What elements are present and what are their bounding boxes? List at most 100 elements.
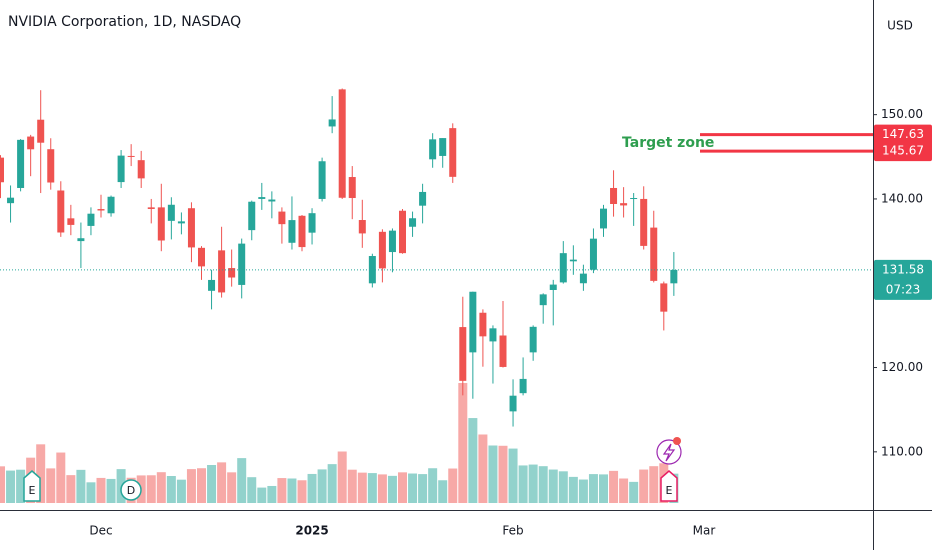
event-marker: E: [656, 437, 682, 502]
event-badge: [660, 470, 678, 502]
candle-body: [338, 89, 346, 198]
candle-body: [67, 218, 75, 225]
volume-bar: [166, 476, 176, 503]
candle-body: [228, 268, 236, 278]
candle-body: [630, 198, 638, 200]
volume-bar: [86, 482, 96, 503]
volume-bar: [146, 475, 156, 503]
candle-body: [198, 247, 205, 267]
lightning-icon: [662, 443, 676, 462]
candle-body: [298, 215, 306, 248]
volume-bar: [518, 465, 528, 503]
volume-bar: [508, 448, 518, 503]
candle-body: [208, 279, 216, 291]
candle-body: [399, 210, 406, 254]
y-tick-label: 120.00: [881, 360, 923, 374]
y-tick-label: 150.00: [881, 107, 923, 121]
volume-bar: [16, 469, 26, 503]
event-label: E: [29, 484, 36, 497]
candle-body: [429, 139, 437, 160]
candle-body: [97, 209, 105, 211]
candle-body: [127, 155, 135, 157]
last-price-box: [874, 259, 932, 300]
candle-body: [529, 326, 537, 353]
volume-bar: [247, 477, 257, 503]
volume-bar: [428, 468, 438, 503]
candle-body: [318, 161, 326, 199]
volume-bar: [207, 465, 217, 503]
volume-bar: [609, 470, 619, 503]
target-label-box: [874, 141, 932, 162]
volume-bar: [76, 469, 86, 503]
candle-body: [177, 221, 185, 224]
volume-bar: [357, 472, 367, 503]
candle-body: [459, 327, 467, 381]
volume-bar: [498, 445, 508, 503]
volume-bar: [186, 469, 196, 503]
candle-body: [107, 196, 115, 214]
volume-bar: [548, 469, 558, 503]
volume-bar: [387, 475, 397, 503]
candle-body: [388, 230, 396, 253]
volume-bar: [438, 480, 448, 503]
candle-body: [489, 328, 497, 342]
volume-bar: [106, 478, 116, 503]
x-tick-label: Feb: [502, 524, 523, 538]
volume-bar: [0, 466, 5, 503]
volume-bar: [96, 477, 106, 503]
candle-body: [37, 119, 45, 143]
volume-bar: [337, 451, 347, 503]
candle-body: [589, 238, 597, 270]
volume-bar: [46, 468, 56, 503]
volume-bar: [257, 487, 267, 503]
candle-body: [238, 243, 246, 285]
volume-bar: [619, 478, 629, 503]
volume-bar: [578, 479, 588, 503]
volume-bar: [56, 452, 66, 503]
candle-body: [167, 204, 175, 221]
last-price-label: 131.58: [882, 262, 924, 276]
volume-bar: [528, 464, 538, 503]
candle-body: [137, 160, 145, 179]
candle-body: [469, 291, 477, 353]
candle-body: [0, 157, 4, 183]
candle-body: [499, 335, 507, 367]
candle-body: [409, 218, 417, 227]
volume-bar: [6, 470, 16, 503]
candle-body: [77, 238, 85, 242]
candle-body: [268, 199, 276, 202]
volume-bar: [197, 468, 206, 503]
candle-body: [479, 312, 487, 337]
volume-bar: [277, 478, 287, 503]
candle-body: [218, 250, 226, 293]
candle-body: [640, 198, 648, 246]
volume-bar: [558, 471, 568, 503]
candle-body: [87, 213, 95, 226]
volume-bar: [237, 458, 247, 503]
event-badge: [23, 470, 41, 502]
volume-bar: [408, 473, 418, 503]
candle-body: [620, 203, 628, 206]
candle-body: [539, 294, 547, 306]
event-icon: [656, 439, 682, 465]
event-marker: D: [120, 479, 142, 501]
volume-bar: [568, 476, 578, 503]
volume-bar: [649, 466, 659, 503]
candle-body: [378, 231, 386, 269]
candle-body: [117, 155, 125, 183]
candle-body: [449, 128, 457, 177]
candle-body: [258, 197, 266, 199]
volume-bar: [458, 383, 468, 503]
target-label-box: [874, 124, 932, 145]
candle-body: [579, 273, 587, 284]
candle-body: [47, 149, 55, 183]
volume-bar: [156, 472, 166, 503]
volume-bar: [377, 474, 387, 503]
volume-bar: [478, 434, 488, 503]
volume-bar: [347, 469, 357, 503]
candle-body: [308, 213, 316, 233]
candle-body: [650, 227, 658, 281]
plot: [0, 88, 679, 503]
volume-bar: [297, 480, 307, 503]
